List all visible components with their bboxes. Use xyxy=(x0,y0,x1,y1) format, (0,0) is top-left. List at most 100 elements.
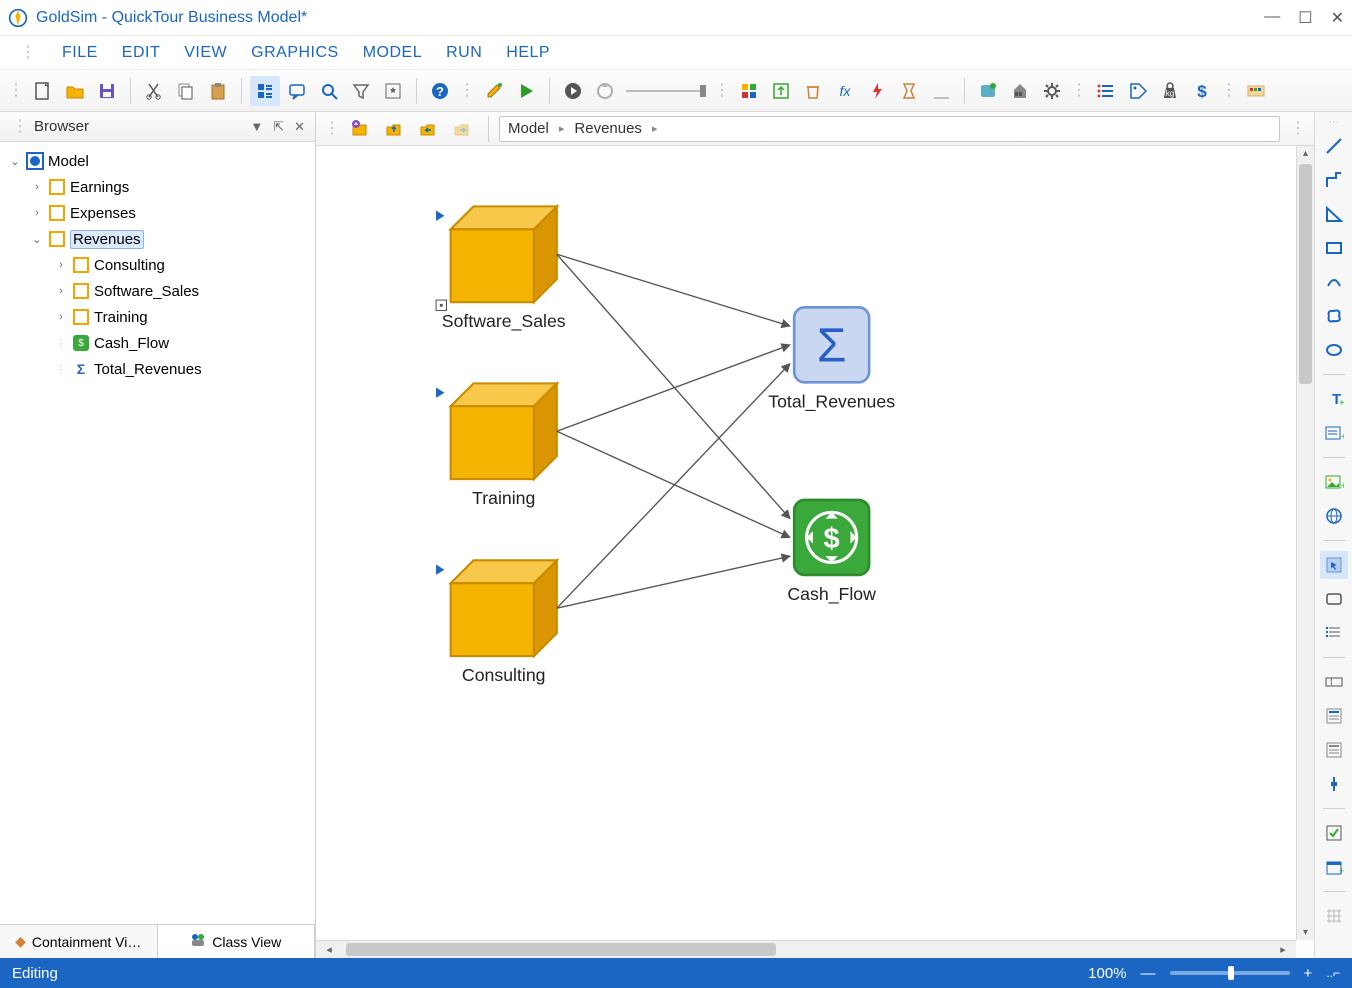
menu-model[interactable]: MODEL xyxy=(363,44,422,62)
copy-button[interactable] xyxy=(171,76,201,106)
weight-button[interactable]: kg xyxy=(1155,76,1185,106)
tree-item-cash-flow[interactable]: ⋮$ Cash_Flow xyxy=(4,330,311,356)
form2-tool[interactable] xyxy=(1320,736,1348,764)
crumb-revenues[interactable]: Revenues xyxy=(574,120,642,137)
node-total_revenues[interactable]: ΣTotal_Revenues xyxy=(768,307,895,412)
filter-button[interactable] xyxy=(346,76,376,106)
curve-tool[interactable] xyxy=(1320,268,1348,296)
text-tool[interactable]: T+ xyxy=(1320,385,1348,413)
step-button[interactable] xyxy=(558,76,588,106)
canvas[interactable]: Software_Sales Training Consulting ΣTotal_R… xyxy=(316,146,1314,958)
list-tool[interactable] xyxy=(1320,619,1348,647)
breadcrumb[interactable]: Model ▸ Revenues ▸ xyxy=(499,116,1280,142)
container-button[interactable] xyxy=(973,76,1003,106)
nav-forward-button[interactable] xyxy=(448,114,478,144)
library-button[interactable] xyxy=(1005,76,1035,106)
tree-item-total-revenues[interactable]: ⋮Σ Total_Revenues xyxy=(4,356,311,382)
zoom-out-button[interactable]: — xyxy=(1141,965,1156,982)
run-button[interactable] xyxy=(511,76,541,106)
event-button[interactable] xyxy=(862,76,892,106)
select-tool[interactable] xyxy=(1320,551,1348,579)
close-button[interactable]: ✕ xyxy=(1331,8,1344,28)
gear-button[interactable] xyxy=(1037,76,1067,106)
tree-view[interactable]: ⌄ Model › Earnings › Expenses ⌄ Revenues… xyxy=(0,142,315,924)
menu-edit[interactable]: EDIT xyxy=(122,44,160,62)
menu-view[interactable]: VIEW xyxy=(184,44,227,62)
function-button[interactable]: fx xyxy=(830,76,860,106)
node-software_sales[interactable]: Software_Sales xyxy=(436,206,566,332)
open-button[interactable] xyxy=(60,76,90,106)
cut-button[interactable] xyxy=(139,76,169,106)
tree-item-expenses[interactable]: › Expenses xyxy=(4,200,311,226)
time-button[interactable] xyxy=(894,76,924,106)
tag-button[interactable] xyxy=(1123,76,1153,106)
node-consulting[interactable]: Consulting xyxy=(436,560,557,685)
crumb-model[interactable]: Model xyxy=(508,120,549,137)
properties-button[interactable] xyxy=(250,76,280,106)
textbox-tool[interactable]: + xyxy=(1320,419,1348,447)
chart-button[interactable] xyxy=(926,76,956,106)
list-button[interactable] xyxy=(1091,76,1121,106)
nav-back-button[interactable] xyxy=(414,114,444,144)
ellipse-tool[interactable] xyxy=(1320,336,1348,364)
new-button[interactable] xyxy=(28,76,58,106)
angle-tool[interactable] xyxy=(1320,200,1348,228)
scroll-thumb[interactable] xyxy=(1299,164,1312,384)
input-tool[interactable]: I xyxy=(1320,668,1348,696)
polyline-tool[interactable] xyxy=(1320,166,1348,194)
form-tool[interactable] xyxy=(1320,702,1348,730)
dropdown-icon[interactable]: ▼ xyxy=(250,119,263,135)
rect-tool[interactable] xyxy=(1320,234,1348,262)
scroll-left-icon[interactable]: ◂ xyxy=(320,943,338,956)
tab-containment-view[interactable]: ◆ Containment Vi… xyxy=(0,925,158,958)
image-tool[interactable]: + xyxy=(1320,468,1348,496)
grid-tool[interactable] xyxy=(1320,902,1348,930)
reset-button[interactable] xyxy=(590,76,620,106)
nav-up-button[interactable] xyxy=(346,114,376,144)
edit-mode-button[interactable] xyxy=(479,76,509,106)
tree-item-earnings[interactable]: › Earnings xyxy=(4,174,311,200)
pin-icon[interactable]: ⇱ xyxy=(273,119,284,135)
panel-tool[interactable] xyxy=(1320,585,1348,613)
minimize-button[interactable]: — xyxy=(1264,8,1280,28)
tree-root[interactable]: ⌄ Model xyxy=(4,148,311,174)
help-button[interactable]: ? xyxy=(425,76,455,106)
dashboard-button[interactable] xyxy=(734,76,764,106)
menu-graphics[interactable]: GRAPHICS xyxy=(251,44,339,62)
settings-button[interactable] xyxy=(378,76,408,106)
export-button[interactable] xyxy=(766,76,796,106)
palette-button[interactable] xyxy=(1241,76,1271,106)
time-slider[interactable] xyxy=(626,85,706,97)
tree-item-training[interactable]: › Training xyxy=(4,304,311,330)
hyperlink-tool[interactable] xyxy=(1320,502,1348,530)
save-button[interactable] xyxy=(92,76,122,106)
slider-tool[interactable] xyxy=(1320,770,1348,798)
blob-tool[interactable] xyxy=(1320,302,1348,330)
currency-button[interactable]: $ xyxy=(1187,76,1217,106)
zoom-fit-button[interactable]: ..⌐ xyxy=(1326,966,1340,980)
note-button[interactable] xyxy=(282,76,312,106)
tree-item-revenues[interactable]: ⌄ Revenues xyxy=(4,226,311,252)
date-tool[interactable]: + xyxy=(1320,853,1348,881)
vertical-scrollbar[interactable]: ▴ ▾ xyxy=(1296,146,1314,940)
tree-item-consulting[interactable]: › Consulting xyxy=(4,252,311,278)
nav-folder-up[interactable] xyxy=(380,114,410,144)
close-panel-icon[interactable]: ✕ xyxy=(294,119,305,135)
menu-help[interactable]: HELP xyxy=(506,44,550,62)
scroll-right-icon[interactable]: ▸ xyxy=(1274,943,1292,956)
scroll-thumb[interactable] xyxy=(346,943,776,956)
line-tool[interactable] xyxy=(1320,132,1348,160)
node-training[interactable]: Training xyxy=(436,383,557,508)
menu-file[interactable]: FILE xyxy=(62,44,98,62)
node-cash_flow[interactable]: $Cash_Flow xyxy=(787,500,876,605)
tab-class-view[interactable]: Class View xyxy=(158,925,316,958)
checkbox-tool[interactable] xyxy=(1320,819,1348,847)
delete-button[interactable] xyxy=(798,76,828,106)
zoom-in-button[interactable]: + xyxy=(1304,965,1313,982)
menu-run[interactable]: RUN xyxy=(446,44,482,62)
horizontal-scrollbar[interactable]: ◂ ▸ xyxy=(316,940,1296,958)
search-button[interactable] xyxy=(314,76,344,106)
maximize-button[interactable]: ☐ xyxy=(1298,8,1312,28)
zoom-slider[interactable] xyxy=(1170,971,1290,975)
tree-item-software-sales[interactable]: › Software_Sales xyxy=(4,278,311,304)
